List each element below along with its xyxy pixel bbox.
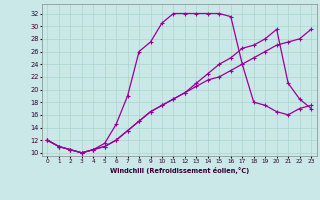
X-axis label: Windchill (Refroidissement éolien,°C): Windchill (Refroidissement éolien,°C): [109, 167, 249, 174]
